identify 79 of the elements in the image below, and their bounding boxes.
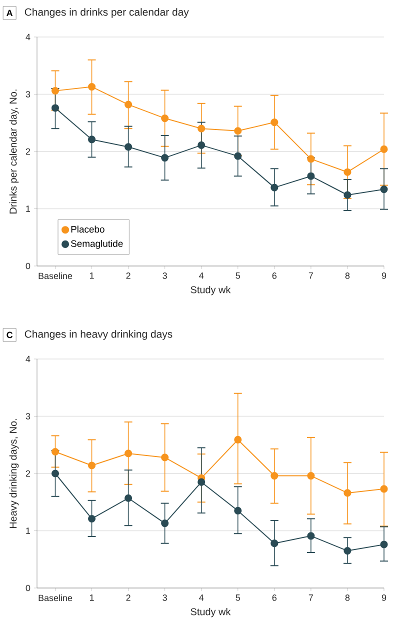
y-tick-label: 1 [26,206,30,212]
y-tick-label: 0 [26,584,30,592]
point [198,141,206,149]
x-tick-label: 2 [126,272,130,279]
point [307,532,315,540]
x-tick-label: 1 [90,272,94,279]
point [161,154,169,162]
point [234,127,242,135]
y-tick-label: 2 [26,470,30,477]
y-tick-label: 4 [26,356,30,362]
x-tick-label: 6 [272,594,277,601]
x-tick-label: 2 [126,594,130,601]
point [124,494,132,502]
point [88,83,96,91]
point [380,145,388,153]
point [161,520,169,528]
y-tick-label: 4 [26,34,30,40]
x-tick-label: 6 [272,272,277,279]
point [307,155,315,163]
y-tick-label: 0 [26,262,30,270]
legend-label: Semaglutide [71,240,123,249]
x-tick-label: 8 [345,272,350,279]
x-tick-label: 5 [236,272,240,279]
legend-label: Placebo [71,226,104,233]
x-tick-label: Baseline [38,272,72,280]
point [307,472,315,480]
point [380,540,388,548]
point [198,478,206,486]
x-axis-title: Study wk [190,608,231,618]
point [380,185,388,194]
point [270,184,278,192]
point [270,472,278,480]
point [198,124,206,132]
chart-title: Changes in heavy drinking days [24,330,172,340]
point [234,506,242,514]
x-axis-title: Study wk [190,286,231,296]
point [124,143,132,151]
y-tick-label: 1 [26,528,30,534]
point [270,118,278,126]
point [344,168,352,176]
x-tick-label: 7 [308,594,313,601]
x-tick-label: 3 [162,272,167,279]
y-axis-title: Drinks per calendar day, No. [9,90,19,214]
point [51,470,60,478]
point [124,100,132,108]
x-tick-label: 9 [382,272,386,279]
x-tick-label: 4 [199,594,204,601]
x-tick-label: 4 [199,272,204,279]
point [51,87,60,95]
text: C [6,332,13,338]
point [124,450,132,458]
point [88,514,96,523]
point [344,489,352,497]
point [307,172,315,180]
x-tick-label: 5 [236,594,240,601]
point [234,436,242,444]
y-tick-label: 3 [26,413,30,420]
point [161,454,169,462]
text: A [6,10,13,16]
chart-title: Changes in drinks per calendar day [24,8,189,18]
x-tick-label: 8 [345,594,350,601]
x-tick-label: 1 [90,594,94,601]
point [270,540,278,548]
point [51,104,60,112]
x-tick-label: 3 [162,594,167,601]
y-tick-label: 2 [26,148,30,155]
x-tick-label: 9 [382,594,386,601]
point [88,136,96,144]
point [88,462,96,470]
point [344,191,352,199]
point [161,114,169,122]
point [234,152,242,160]
x-tick-label: 7 [308,272,313,279]
point [344,547,352,555]
x-tick-label: Baseline [38,594,72,602]
point [380,485,388,493]
y-tick-label: 3 [26,91,30,98]
point [51,448,60,456]
y-axis-title: Heavy drinking days, No. [9,419,19,528]
